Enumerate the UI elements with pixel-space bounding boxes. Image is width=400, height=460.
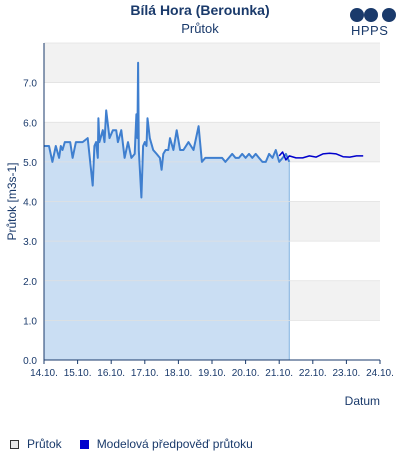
legend-swatch-flow <box>10 439 19 449</box>
x-axis-title: Datum <box>345 394 380 408</box>
y-tick-label: 3.0 <box>23 237 37 248</box>
chart-legend: Průtok Modelová předpověď průtoku <box>10 437 271 451</box>
x-tick-label: 17.10. <box>131 368 159 379</box>
y-tick-label: 2.0 <box>23 277 37 288</box>
logo-circle-left <box>350 8 364 22</box>
legend-swatch-forecast <box>79 439 89 449</box>
x-tick-label: 20.10. <box>232 368 260 379</box>
y-tick-label: 6.0 <box>23 118 37 129</box>
x-tick-label: 21.10. <box>265 368 293 379</box>
x-tick-label: 16.10. <box>97 368 125 379</box>
y-tick-label: 4.0 <box>23 198 37 209</box>
y-tick-label: 1.0 <box>23 316 37 327</box>
x-tick-label: 15.10. <box>64 368 92 379</box>
legend-item-flow[interactable]: Průtok <box>10 437 62 451</box>
y-tick-label: 5.0 <box>23 158 37 169</box>
x-tick-label: 18.10. <box>164 368 192 379</box>
y-axis-title: Průtok [m3s-1] <box>5 162 19 240</box>
chart-subtitle: Průtok <box>181 21 219 36</box>
x-tick-label: 22.10. <box>299 368 327 379</box>
x-tick-label: 24.10. <box>366 368 394 379</box>
logo-half-right <box>371 8 378 22</box>
x-tick-label: 19.10. <box>198 368 226 379</box>
grid-band <box>44 43 380 83</box>
legend-label-flow: Průtok <box>27 437 62 451</box>
legend-item-forecast[interactable]: Modelová předpověď průtoku <box>79 437 253 451</box>
legend-label-forecast: Modelová předpověď průtoku <box>96 437 253 451</box>
forecast-line <box>278 151 364 161</box>
logo-half-left <box>364 8 371 22</box>
flow-line <box>44 61 291 199</box>
y-tick-label: 7.0 <box>23 79 37 90</box>
logo-circle-right <box>382 8 396 22</box>
y-tick-label: 0.0 <box>23 356 37 367</box>
x-tick-label: 23.10. <box>332 368 360 379</box>
logo-text: HPPS <box>351 23 389 38</box>
chart-title: Bílá Hora (Berounka) <box>130 2 270 18</box>
x-tick-label: 14.10. <box>30 368 58 379</box>
hpps-logo <box>350 8 396 22</box>
